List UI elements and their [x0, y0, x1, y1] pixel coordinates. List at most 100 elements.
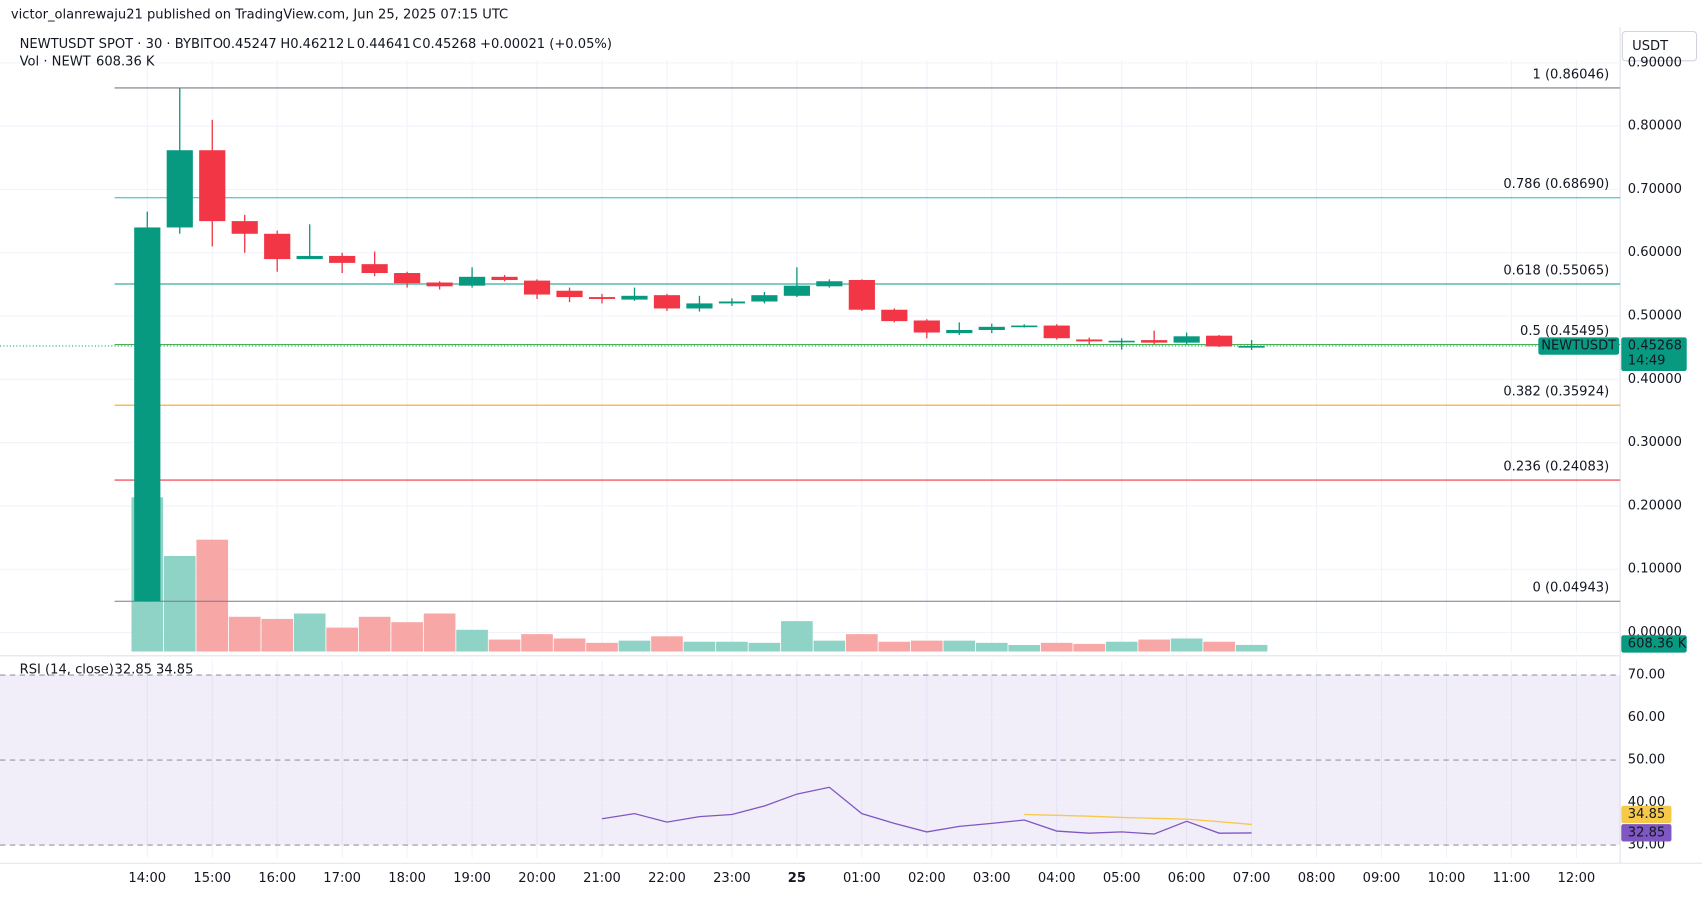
volume-bar	[1235, 644, 1268, 652]
rsi-title: RSI (14, close)	[20, 662, 114, 677]
x-tick-label: 12:00	[1558, 871, 1596, 886]
candle-body	[686, 303, 713, 309]
candle-body	[329, 255, 356, 263]
x-tick-label: 01:00	[843, 871, 881, 886]
volume-bar	[163, 555, 196, 652]
candle-body	[881, 309, 908, 322]
volume-bar	[813, 640, 846, 652]
volume-bar	[1008, 644, 1041, 652]
y-tick-label: 0.50000	[1628, 309, 1682, 324]
volume-bar	[1105, 641, 1138, 652]
candle-body	[1141, 340, 1168, 343]
publisher: victor_olanrewaju21 published on Trading…	[11, 8, 508, 23]
countdown: 14:49	[1628, 354, 1666, 369]
y-tick-label: 0.80000	[1628, 119, 1682, 134]
x-tick-label: 14:00	[128, 871, 166, 886]
volume-bar	[261, 618, 294, 652]
x-tick-label: 05:00	[1103, 871, 1141, 886]
currency: USDT	[1632, 39, 1668, 54]
candle-body	[1206, 335, 1233, 347]
candle-body	[1076, 339, 1103, 342]
candle-body	[588, 297, 616, 299]
y-tick-label: 0.10000	[1628, 562, 1682, 577]
x-tick-label: 11:00	[1493, 871, 1531, 886]
candle-body	[491, 276, 518, 280]
rsi-line	[601, 786, 1252, 835]
candle-body	[458, 276, 486, 286]
volume-bar	[943, 640, 976, 652]
candle-body	[653, 295, 681, 309]
ohlc-label: L	[347, 37, 355, 52]
candle-body	[166, 150, 193, 228]
x-tick-label: 04:00	[1038, 871, 1076, 886]
candle-body	[199, 150, 226, 222]
y-tick-label: 0.30000	[1628, 435, 1682, 450]
rsi-value: 32.85	[115, 662, 152, 677]
volume-bar	[391, 622, 423, 652]
x-tick-label: 02:00	[908, 871, 946, 886]
volume-tag	[1621, 635, 1687, 653]
fib-label: 0.382 (0.35924)	[1503, 385, 1609, 400]
y-tick-label: 0.60000	[1628, 245, 1682, 260]
x-tick-label: 07:00	[1233, 871, 1271, 886]
ohlc-value: 0.45247	[223, 37, 277, 52]
x-tick-label: 19:00	[453, 871, 491, 886]
y-tick-label: 0.70000	[1628, 182, 1682, 197]
volume-bar	[456, 629, 488, 652]
currency-box[interactable]	[1621, 30, 1698, 62]
candle-body	[1108, 340, 1135, 343]
volume-bar	[326, 627, 358, 652]
volume-bar	[975, 642, 1008, 652]
x-tick-label: 10:00	[1428, 871, 1466, 886]
volume-value: 608.36 K	[96, 54, 155, 69]
rsi-line	[1024, 813, 1252, 826]
y-tick-label: 70.00	[1628, 668, 1665, 683]
rsi-tag-value: 34.85	[1628, 807, 1665, 822]
y-tick-label: 50.00	[1628, 753, 1665, 768]
candle-body	[1043, 325, 1070, 339]
candle-body	[816, 281, 843, 287]
volume-bar	[748, 642, 781, 652]
price-tag	[1621, 337, 1687, 371]
fib-label: 1 (0.86046)	[1532, 67, 1609, 82]
volume-bar	[618, 640, 651, 652]
candle-body	[1011, 325, 1038, 328]
volume-bar	[423, 613, 456, 652]
y-tick-label: 60.00	[1628, 710, 1665, 725]
candle-body	[426, 282, 453, 287]
volume-bar	[651, 636, 683, 652]
candle-body	[134, 227, 161, 602]
x-tick-label: 15:00	[193, 871, 231, 886]
volume-bar	[1040, 642, 1073, 652]
ohlc-label: O	[213, 37, 223, 52]
volume-bar	[293, 613, 326, 652]
x-tick-label: 23:00	[713, 871, 751, 886]
x-tick-label: 03:00	[973, 871, 1011, 886]
candle-body	[913, 320, 940, 333]
volume-bar	[521, 634, 553, 652]
volume-bar	[1170, 638, 1203, 652]
x-tick-label: 21:00	[583, 871, 621, 886]
x-tick-label: 22:00	[648, 871, 686, 886]
candle-body	[231, 221, 258, 234]
candle-body	[1238, 346, 1265, 348]
volume-bar	[358, 616, 391, 652]
x-tick-label: 09:00	[1363, 871, 1401, 886]
volume-bar	[488, 639, 521, 652]
x-tick-label: 06:00	[1168, 871, 1206, 886]
volume-bar	[910, 640, 943, 652]
volume-bar	[1138, 639, 1170, 652]
fib-label: 0.5 (0.45495)	[1520, 324, 1609, 339]
volume-bar	[1073, 643, 1106, 652]
volume-bar	[878, 641, 911, 652]
volume-title: Vol · NEWT	[20, 54, 91, 69]
volume-bar	[781, 621, 813, 652]
candle-body	[946, 329, 973, 334]
y-tick-label: 0.90000	[1628, 55, 1682, 70]
y-tick-label: 0.20000	[1628, 498, 1682, 513]
volume-bar	[1203, 641, 1235, 652]
candle-body	[296, 255, 323, 260]
